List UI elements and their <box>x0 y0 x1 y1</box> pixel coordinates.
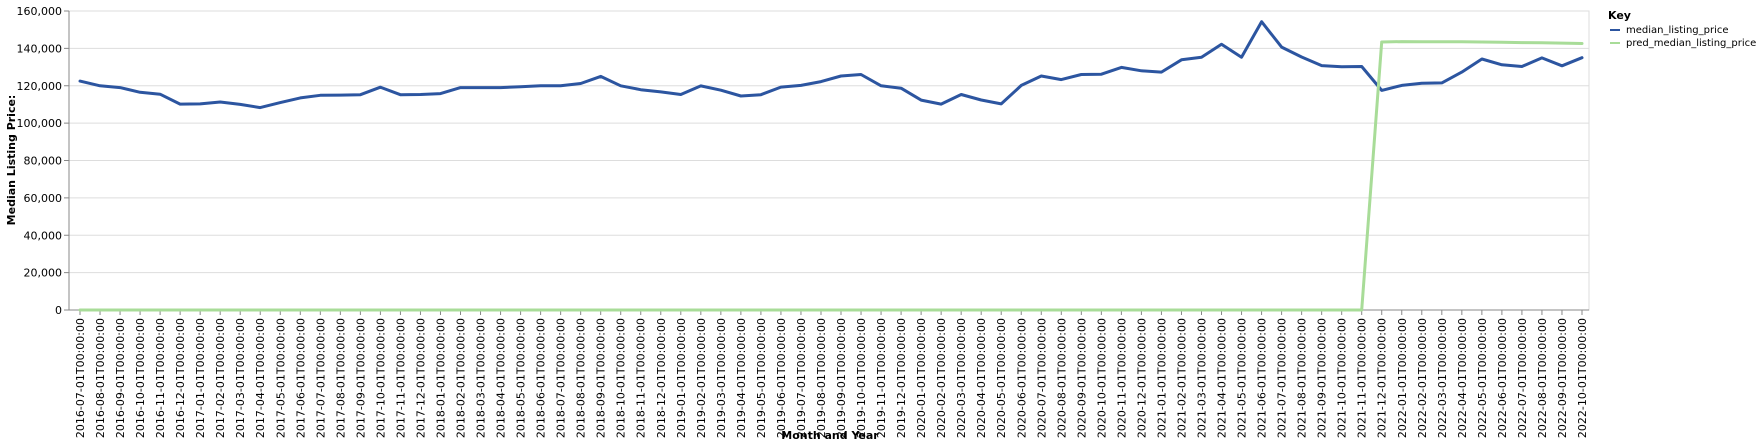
x-tick-label: 2020-07-01T00:00:00 <box>1035 318 1048 438</box>
y-tick-label: 40,000 <box>24 229 63 242</box>
x-tick-label: 2017-08-01T00:00:00 <box>334 318 347 438</box>
x-tick-label: 2021-02-01T00:00:00 <box>1175 318 1188 438</box>
x-tick-label: 2016-11-01T00:00:00 <box>154 318 167 438</box>
x-tick-label: 2016-10-01T00:00:00 <box>134 318 147 438</box>
x-tick-label: 2019-02-01T00:00:00 <box>695 318 708 438</box>
x-tick-label: 2021-10-01T00:00:00 <box>1336 318 1349 438</box>
legend-label: pred_median_listing_price <box>1626 38 1756 49</box>
x-tick-label: 2022-08-01T00:00:00 <box>1536 318 1549 438</box>
x-tick-label: 2022-02-01T00:00:00 <box>1416 318 1429 438</box>
x-tick-label: 2016-07-01T00:00:00 <box>74 318 87 438</box>
legend: Key median_listing_price pred_median_list… <box>1608 9 1756 49</box>
x-tick-label: 2017-12-01T00:00:00 <box>414 318 427 438</box>
x-tick-label: 2017-09-01T00:00:00 <box>354 318 367 438</box>
x-tick-label: 2019-11-01T00:00:00 <box>875 318 888 438</box>
series-line-pred-median-listing-price <box>78 40 1584 312</box>
x-tick-label: 2020-09-01T00:00:00 <box>1075 318 1088 438</box>
grid-layer <box>68 10 1590 311</box>
series-line-median-listing-price <box>78 20 1584 110</box>
y-tick-label: 0 <box>55 304 62 317</box>
x-tick-label: 2022-01-01T00:00:00 <box>1396 318 1409 438</box>
x-tick-label: 2016-12-01T00:00:00 <box>174 318 187 438</box>
x-tick-label: 2019-05-01T00:00:00 <box>755 318 768 438</box>
y-tick-label: 160,000 <box>17 5 63 18</box>
y-tick-label: 140,000 <box>17 42 63 55</box>
x-tick-label: 2020-01-01T00:00:00 <box>915 318 928 438</box>
x-tick-label: 2018-11-01T00:00:00 <box>635 318 648 438</box>
y-tick-label: 60,000 <box>24 192 63 205</box>
x-tick-label: 2019-10-01T00:00:00 <box>855 318 868 438</box>
x-tick-label: 2019-07-01T00:00:00 <box>795 318 808 438</box>
x-tick-label: 2017-01-01T00:00:00 <box>194 318 207 438</box>
x-tick-label: 2017-05-01T00:00:00 <box>274 318 287 438</box>
x-tick-label: 2019-03-01T00:00:00 <box>715 318 728 438</box>
x-tick-label: 2021-05-01T00:00:00 <box>1236 318 1249 438</box>
x-tick-label: 2019-12-01T00:00:00 <box>895 318 908 438</box>
x-tick-label: 2020-12-01T00:00:00 <box>1135 318 1148 438</box>
x-tick-label: 2018-05-01T00:00:00 <box>515 318 528 438</box>
x-tick-label: 2020-11-01T00:00:00 <box>1115 318 1128 438</box>
x-tick-label: 2017-02-01T00:00:00 <box>214 318 227 438</box>
x-tick-label: 2017-07-01T00:00:00 <box>314 318 327 438</box>
x-tick-label: 2020-06-01T00:00:00 <box>1015 318 1028 438</box>
x-tick-label: 2018-08-01T00:00:00 <box>575 318 588 438</box>
x-tick-label: 2021-11-01T00:00:00 <box>1356 318 1369 438</box>
x-tick-label: 2021-03-01T00:00:00 <box>1195 318 1208 438</box>
x-tick-label: 2019-09-01T00:00:00 <box>835 318 848 438</box>
x-tick-label: 2020-05-01T00:00:00 <box>995 318 1008 438</box>
x-tick-label: 2018-10-01T00:00:00 <box>615 318 628 438</box>
x-tick-label: 2017-03-01T00:00:00 <box>234 318 247 438</box>
x-tick-label: 2020-02-01T00:00:00 <box>935 318 948 438</box>
x-tick-label: 2019-01-01T00:00:00 <box>675 318 688 438</box>
x-tick-label: 2018-04-01T00:00:00 <box>495 318 508 438</box>
x-tick-label: 2021-07-01T00:00:00 <box>1276 318 1289 438</box>
y-tick-label: 80,000 <box>24 155 63 168</box>
x-tick-label: 2018-02-01T00:00:00 <box>455 318 468 438</box>
x-tick-label: 2018-12-01T00:00:00 <box>655 318 668 438</box>
x-tick-label: 2018-03-01T00:00:00 <box>475 318 488 438</box>
x-tick-label: 2022-05-01T00:00:00 <box>1476 318 1489 438</box>
x-tick-label: 2018-09-01T00:00:00 <box>595 318 608 438</box>
x-tick-label: 2016-08-01T00:00:00 <box>94 318 107 438</box>
x-tick-label: 2017-04-01T00:00:00 <box>254 318 267 438</box>
x-tick-label: 2022-06-01T00:00:00 <box>1496 318 1509 438</box>
axis-layer: 0 20,000 40,000 60,000 80,000 100,000 120,000 1… <box>17 5 1589 438</box>
x-tick-label: 2018-06-01T00:00:00 <box>535 318 548 438</box>
series-layer <box>78 20 1584 312</box>
x-tick-label: 2017-11-01T00:00:00 <box>394 318 407 438</box>
x-tick-label: 2017-06-01T00:00:00 <box>294 318 307 438</box>
x-axis-title: Month and Year <box>781 429 879 442</box>
legend-title: Key <box>1608 9 1631 22</box>
x-tick-label: 2020-08-01T00:00:00 <box>1055 318 1068 438</box>
x-tick-label: 2021-12-01T00:00:00 <box>1376 318 1389 438</box>
y-tick-label: 100,000 <box>17 117 63 130</box>
x-tick-label: 2016-09-01T00:00:00 <box>114 318 127 438</box>
x-tick-label: 2020-03-01T00:00:00 <box>955 318 968 438</box>
x-tick-label: 2021-08-01T00:00:00 <box>1296 318 1309 438</box>
x-tick-label: 2019-04-01T00:00:00 <box>735 318 748 438</box>
x-tick-label: 2019-06-01T00:00:00 <box>775 318 788 438</box>
x-tick-label: 2021-09-01T00:00:00 <box>1316 318 1329 438</box>
x-tick-label: 2021-01-01T00:00:00 <box>1155 318 1168 438</box>
x-tick-label: 2019-08-01T00:00:00 <box>815 318 828 438</box>
x-tick-label: 2018-01-01T00:00:00 <box>434 318 447 438</box>
x-tick-label: 2020-04-01T00:00:00 <box>975 318 988 438</box>
x-tick-label: 2018-07-01T00:00:00 <box>555 318 568 438</box>
x-tick-label: 2020-10-01T00:00:00 <box>1095 318 1108 438</box>
x-tick-label: 2022-10-01T00:00:00 <box>1576 318 1589 438</box>
x-tick-label: 2022-09-01T00:00:00 <box>1556 318 1569 438</box>
x-tick-label: 2022-07-01T00:00:00 <box>1516 318 1529 438</box>
y-axis-title: Median Listing Price: <box>5 95 18 226</box>
x-tick-label: 2022-03-01T00:00:00 <box>1436 318 1449 438</box>
x-tick-label: 2017-10-01T00:00:00 <box>374 318 387 438</box>
legend-label: median_listing_price <box>1626 25 1729 36</box>
y-tick-label: 120,000 <box>17 80 63 93</box>
y-tick-label: 20,000 <box>24 267 63 280</box>
x-tick-label: 2022-04-01T00:00:00 <box>1456 318 1469 438</box>
x-tick-label: 2021-04-01T00:00:00 <box>1216 318 1229 438</box>
x-tick-label: 2021-06-01T00:00:00 <box>1256 318 1269 438</box>
